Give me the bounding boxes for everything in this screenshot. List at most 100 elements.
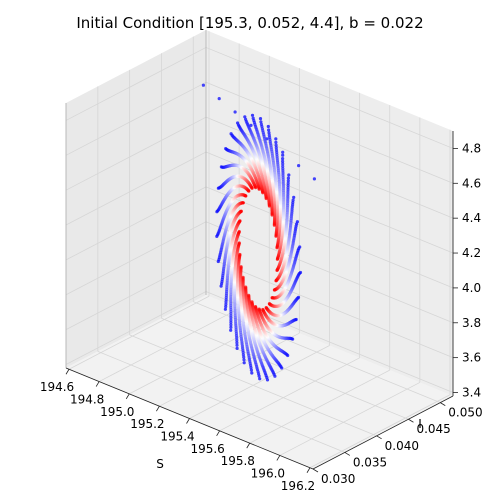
data-point bbox=[274, 234, 278, 238]
data-point bbox=[267, 302, 271, 306]
x-tick-label: 195.8 bbox=[221, 454, 255, 468]
data-point bbox=[270, 213, 274, 217]
data-point bbox=[242, 361, 246, 365]
x-tick-mark bbox=[125, 393, 130, 400]
axis-line bbox=[312, 395, 454, 470]
data-point bbox=[258, 117, 263, 121]
x-tick-label: 195.6 bbox=[190, 442, 224, 456]
data-point bbox=[265, 378, 270, 382]
data-point bbox=[235, 343, 239, 347]
grid-line-x-floor bbox=[279, 382, 421, 456]
data-point bbox=[274, 279, 278, 283]
data-point bbox=[241, 353, 245, 357]
data-point bbox=[274, 137, 278, 141]
data-point bbox=[242, 355, 246, 359]
data-point bbox=[247, 293, 251, 297]
data-point bbox=[281, 150, 285, 154]
x-tick-label: 194.6 bbox=[40, 380, 74, 394]
x-tick-label: 195.0 bbox=[100, 405, 134, 419]
data-point bbox=[287, 173, 291, 177]
z-tick-label: 3.6 bbox=[462, 351, 481, 365]
data-point bbox=[270, 296, 274, 300]
data-point bbox=[244, 194, 248, 198]
data-point bbox=[250, 113, 255, 117]
x-tick-mark bbox=[65, 369, 70, 375]
data-point bbox=[275, 268, 279, 272]
data-point bbox=[229, 328, 233, 332]
grid-line-z-back bbox=[205, 151, 454, 254]
y-tick-mark bbox=[408, 418, 414, 423]
data-point bbox=[286, 183, 290, 188]
data-point bbox=[235, 341, 239, 345]
chart-title: Initial Condition [195.3, 0.052, 4.4], b… bbox=[76, 14, 423, 32]
data-point bbox=[250, 186, 254, 190]
y-axis-label: I bbox=[418, 417, 422, 431]
data-point bbox=[281, 157, 285, 161]
grid-line-z-back bbox=[205, 116, 454, 219]
grid-line-y-floor bbox=[161, 317, 409, 420]
grid-line-z-left bbox=[65, 81, 207, 156]
y-tick-label: 0.035 bbox=[353, 455, 387, 469]
grid-line-x-floor bbox=[309, 394, 451, 469]
data-point bbox=[235, 346, 239, 350]
y-tick-label: 0.030 bbox=[321, 472, 355, 486]
data-point bbox=[253, 305, 258, 309]
data-point bbox=[297, 164, 301, 168]
data-point bbox=[272, 223, 276, 227]
data-point bbox=[257, 187, 261, 191]
data-point bbox=[250, 371, 254, 375]
grid-line-z-back bbox=[205, 221, 454, 324]
data-point bbox=[224, 302, 228, 306]
z-tick-label: 4.8 bbox=[462, 141, 481, 155]
data-point bbox=[239, 265, 243, 269]
data-point bbox=[261, 191, 265, 195]
grid-line-z-back bbox=[205, 81, 454, 184]
data-point bbox=[274, 146, 278, 150]
data-point bbox=[244, 285, 248, 289]
data-point bbox=[239, 209, 243, 213]
x-tick-label: 196.2 bbox=[281, 479, 315, 493]
z-tick-label: 4.0 bbox=[462, 281, 481, 295]
x-tick-mark bbox=[186, 418, 190, 424]
data-point bbox=[259, 120, 263, 124]
data-point bbox=[267, 131, 271, 135]
y-tick-mark bbox=[376, 435, 382, 440]
data-point bbox=[229, 320, 233, 324]
grid-line-z-left bbox=[65, 47, 207, 121]
data-point bbox=[247, 189, 251, 193]
data-point bbox=[281, 162, 285, 166]
data-point bbox=[267, 128, 271, 132]
x-tick-mark bbox=[306, 467, 311, 473]
x-tick-label: 196.0 bbox=[251, 466, 285, 480]
data-point bbox=[235, 338, 239, 342]
data-point bbox=[291, 198, 295, 202]
y-tick-label: 0.040 bbox=[385, 439, 419, 453]
data-point bbox=[281, 159, 285, 163]
data-point bbox=[272, 288, 276, 292]
z-tick-label: 4.6 bbox=[462, 176, 481, 190]
data-point bbox=[201, 83, 205, 87]
data-point bbox=[275, 257, 279, 261]
x-tick-label: 194.8 bbox=[70, 393, 104, 407]
data-point bbox=[237, 241, 241, 245]
data-point bbox=[281, 153, 285, 157]
data-point bbox=[238, 252, 242, 257]
grid-line-z-left bbox=[65, 151, 207, 226]
data-point bbox=[274, 140, 278, 144]
data-point bbox=[292, 195, 296, 199]
z-tick-label: 3.4 bbox=[462, 386, 481, 400]
data-point bbox=[229, 325, 233, 329]
z-tick-label: 3.8 bbox=[462, 316, 481, 330]
left-pane bbox=[66, 30, 206, 368]
data-point bbox=[249, 123, 253, 127]
data-point bbox=[223, 307, 227, 311]
data-point bbox=[274, 143, 278, 147]
x-tick-mark bbox=[276, 455, 281, 461]
x-tick-mark bbox=[95, 381, 100, 387]
data-point bbox=[274, 148, 279, 152]
axes-panes bbox=[66, 30, 453, 469]
data-point bbox=[261, 307, 265, 312]
data-point bbox=[233, 110, 237, 114]
data-point bbox=[241, 275, 245, 279]
